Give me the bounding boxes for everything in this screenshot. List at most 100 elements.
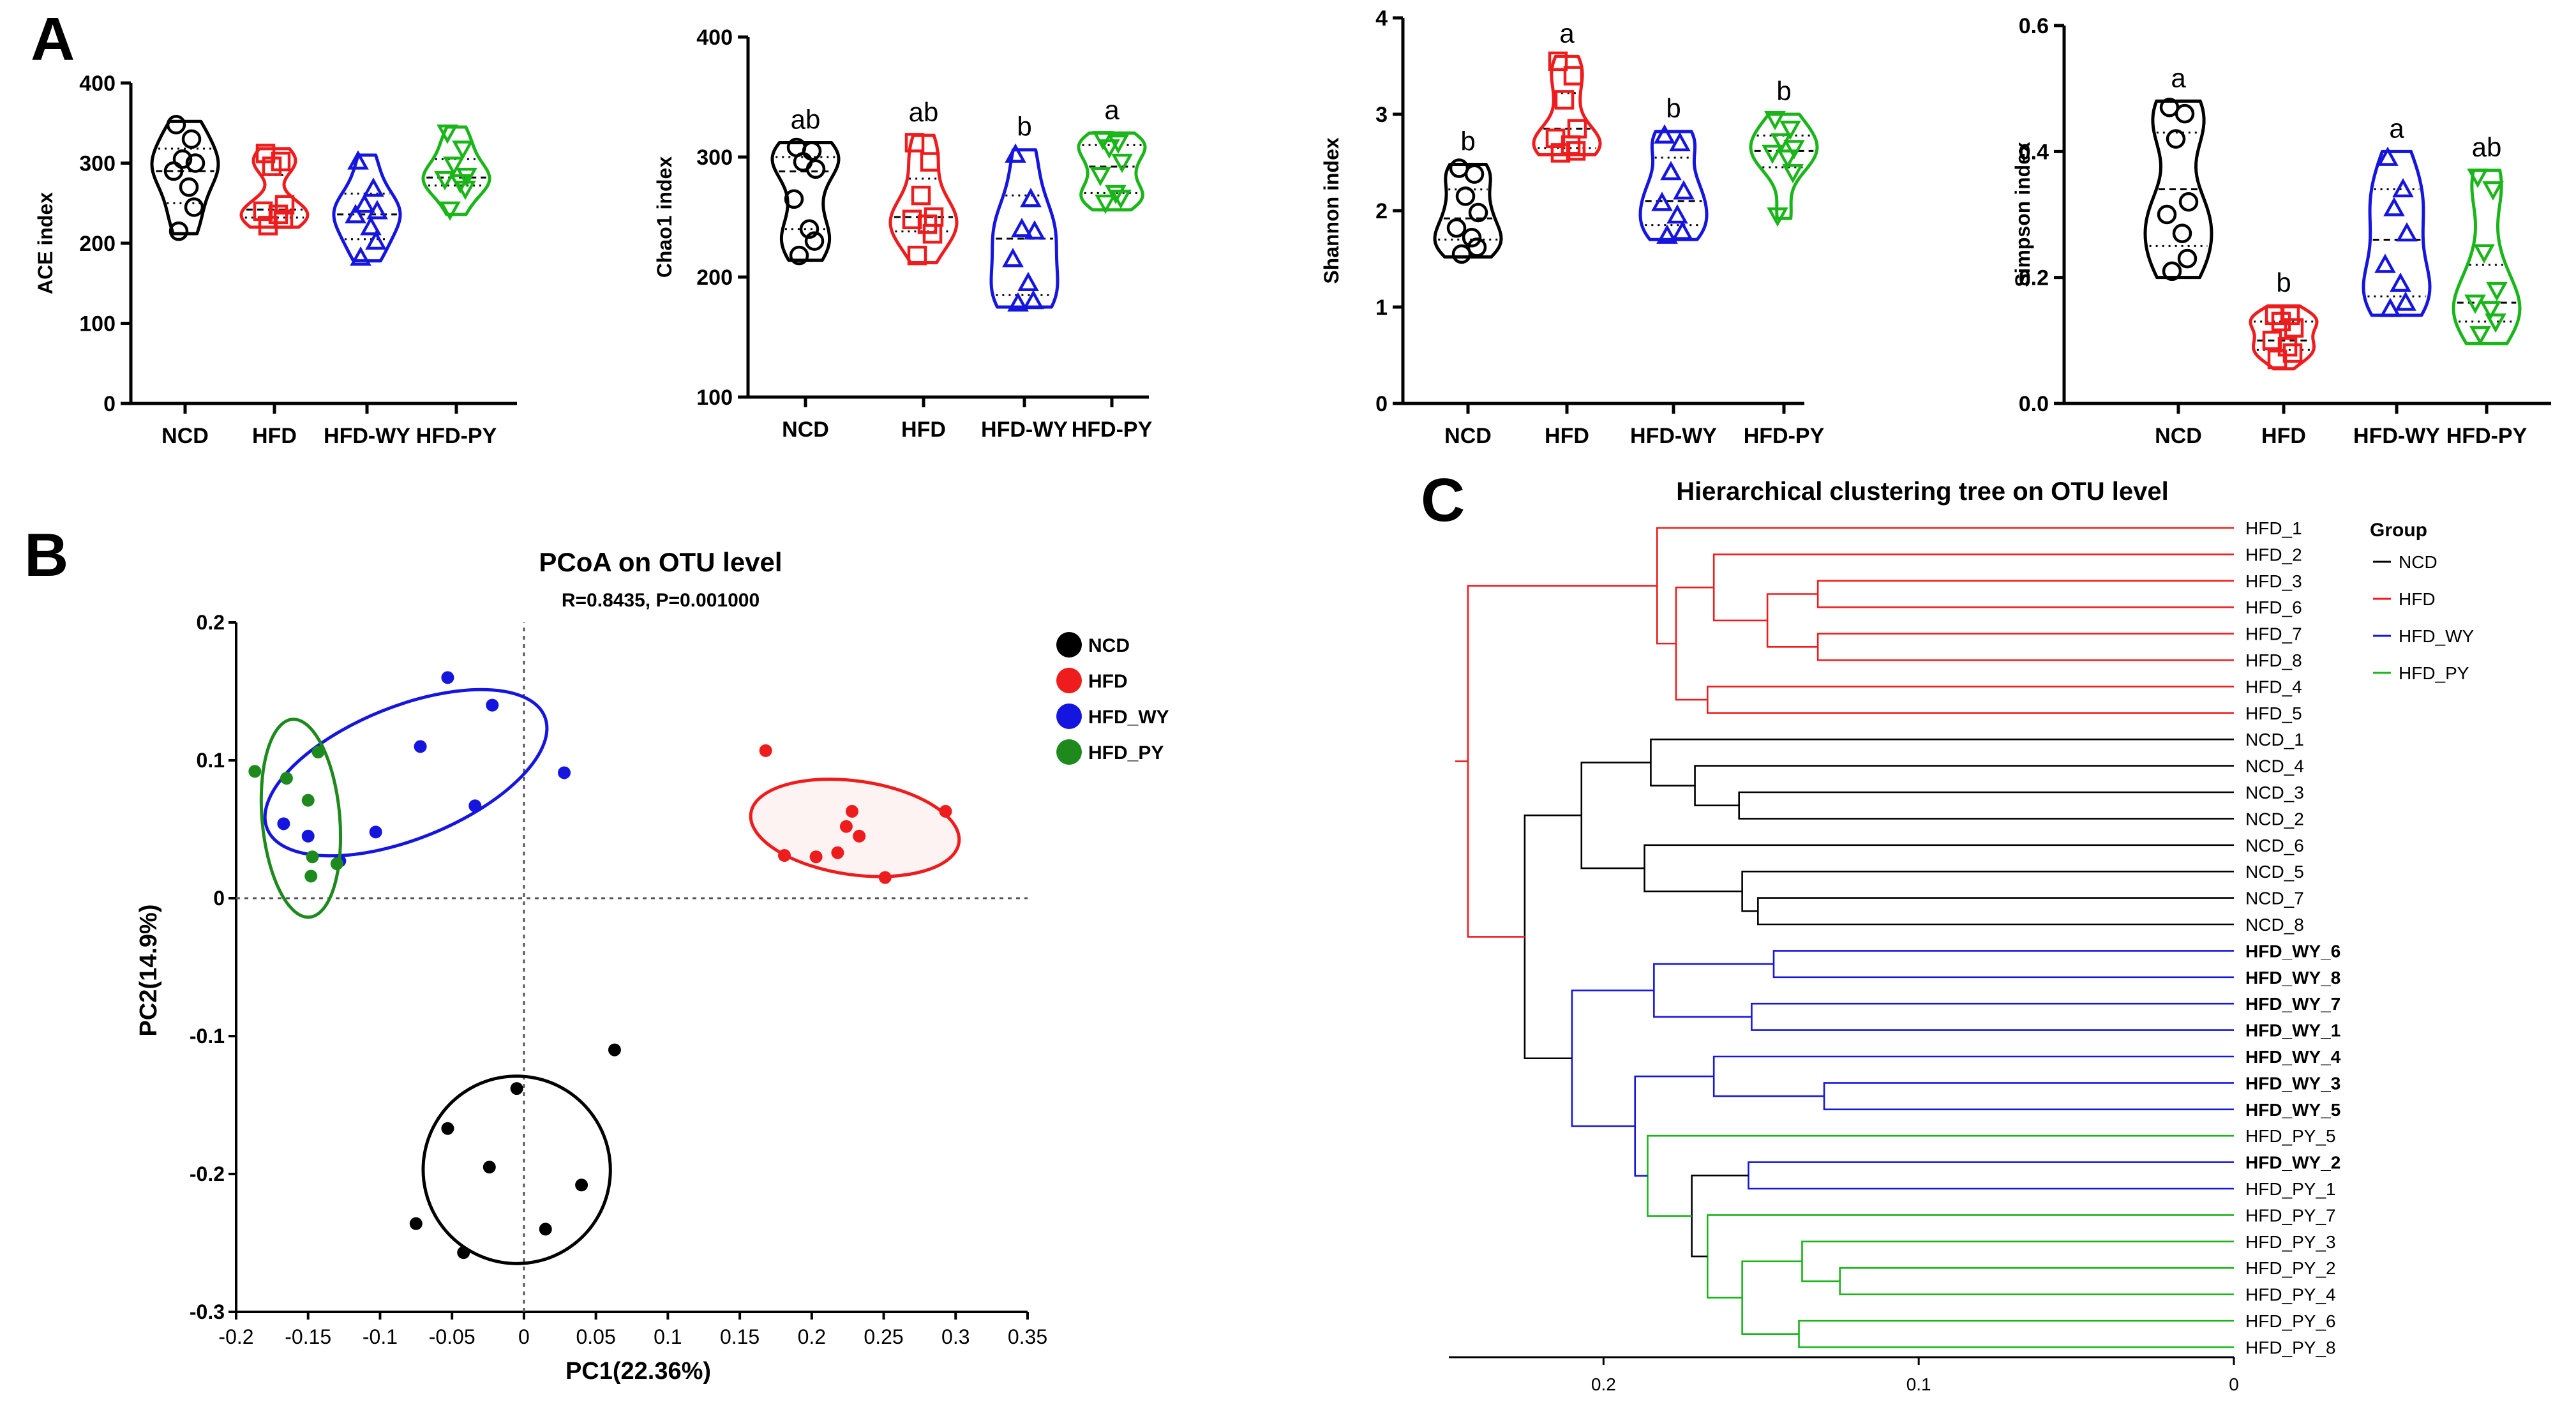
y-tick-label: 100 [696,386,733,410]
leaf-label: HFD_8 [2245,651,2302,670]
data-point [853,829,866,843]
data-point [2177,248,2198,269]
data-point [1022,289,1044,310]
x-tick-label: 0 [2229,1374,2239,1394]
data-point [1462,228,1482,248]
pcoa-subtitle: R=0.8435, P=0.001000 [562,590,760,611]
data-point [1764,110,1786,131]
data-point [181,129,202,149]
y-axis-label: ACE index [34,192,57,294]
series-hfd-wy [263,671,571,868]
data-point [1107,134,1129,154]
branch [1675,586,1714,701]
data-point [1673,180,1695,200]
x-tick-label: -0.2 [218,1325,253,1348]
legend: NCD HFD HFD_WY HFD_PY [1056,632,1169,765]
y-tick-label: 300 [696,146,733,170]
data-point [802,141,822,161]
significance-letter: a [2171,63,2186,93]
x-tick-label: HFD-WY [324,424,410,448]
panel-c-dendrogram: Hierarchical clustering tree on OTU leve… [1449,478,2475,1394]
data-point [443,156,465,176]
branch [1650,738,2234,786]
data-point [831,846,844,859]
x-tick-label: HFD-WY [981,418,1068,442]
violin-group-hfd-wy: b [989,112,1060,312]
leaf-label: HFD_4 [2245,677,2302,696]
data-point [2469,326,2491,346]
data-point [2486,282,2508,302]
data-point [777,849,791,862]
y-tick-label: 100 [79,312,116,336]
violin-group-hfd-wy: b [1638,93,1709,244]
panel-label-c: C [1421,466,1465,534]
data-point [1020,188,1042,207]
significance-letter: ab [791,104,821,134]
series-hfd-py [248,718,343,919]
legend-label: HFD [1088,671,1128,692]
y-tick-label: 2 [1375,199,1388,223]
data-point [1548,51,1568,71]
data-point [878,871,892,884]
leaf-label: HFD_PY_7 [2245,1205,2336,1225]
data-point [2267,349,2288,370]
data-point [1111,153,1133,174]
data-point [2482,181,2504,201]
violin-group-ncd: a [2143,63,2213,282]
violin-group-hfd: a [1532,18,1602,163]
data-point [904,133,925,153]
y-tick-label: 0 [1375,392,1388,416]
data-point [1779,121,1801,140]
data-point [179,177,199,197]
y-tick-label: 0 [103,392,116,416]
data-point [262,156,282,176]
data-point [468,799,482,813]
y-tick-label: 400 [79,71,116,96]
y-tick-label: 300 [79,152,116,176]
leaf-label: NCD_2 [2245,809,2304,829]
branch [1751,1002,2234,1031]
data-point [759,744,772,757]
leaf-label: HFD_3 [2245,571,2302,591]
data-point [1660,160,1682,181]
x-tick-label: HFD-PY [416,424,497,448]
data-point [1651,192,1673,211]
x-tick-label: 0.2 [1591,1374,1616,1394]
x-tick-label: HFD [2261,424,2306,448]
data-point [789,245,809,266]
confidence-ellipse [421,1074,612,1265]
significance-letter: b [1666,93,1681,123]
data-point [301,829,315,843]
violin-outline [332,153,402,263]
data-point [1654,124,1675,144]
data-point [345,204,366,223]
data-point [2396,222,2418,242]
x-tick-label: HFD [1545,424,1589,448]
data-point [304,869,318,883]
data-point [258,216,278,236]
violin-group-hfd: b [2249,267,2319,371]
leaf-label: NCD_5 [2245,862,2304,882]
data-point [839,820,853,833]
data-point [1011,218,1033,237]
branch [1798,1320,2234,1348]
branch [1524,814,1582,1060]
data-point [575,1178,588,1192]
data-point [1455,186,1476,206]
data-point [2480,301,2501,320]
data-point [1777,149,1799,169]
legend-label: HFD_WY [1088,707,1169,728]
legend-swatch [1056,704,1082,729]
leaf-label: HFD_WY_1 [2245,1021,2340,1041]
data-point [539,1223,552,1236]
data-point [1110,190,1132,209]
branch [1467,585,1658,938]
branch [1816,633,2234,661]
data-point [457,1246,470,1260]
y-tick-label: 1 [1375,296,1388,320]
data-point [2175,103,2195,124]
data-point [1105,184,1127,205]
x-tick-label: HFD-PY [2446,424,2527,448]
data-point [2467,169,2489,188]
